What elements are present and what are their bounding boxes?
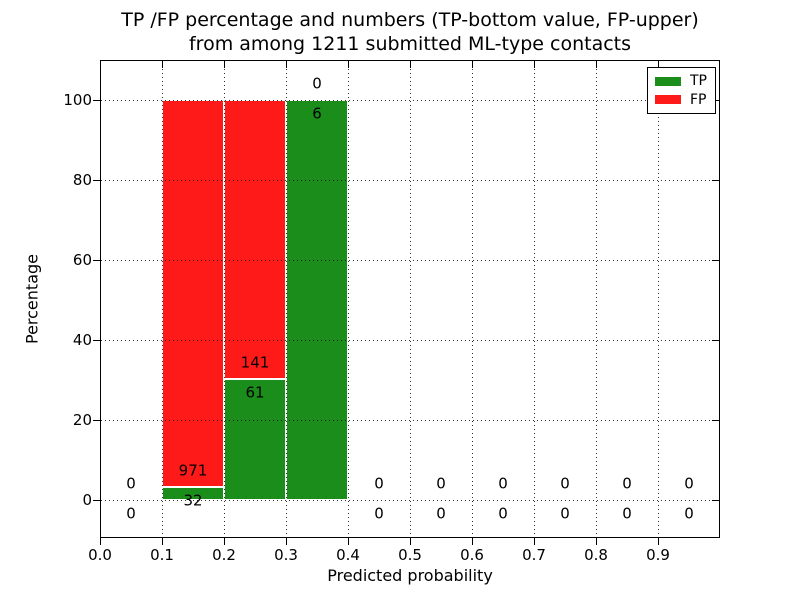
grid-line-vertical [472,61,473,537]
tp-count-label: 61 [245,383,265,402]
x-tick-mark [161,538,163,545]
legend-entry: FP [655,93,708,107]
x-tick-mark-top [347,61,349,68]
x-tick-label: 0.3 [274,546,298,564]
x-tick-mark [595,538,597,545]
grid-line-vertical [534,61,535,537]
bar-segment-fp [162,100,224,488]
grid-line-vertical [286,61,287,537]
tp-count-label: 0 [622,504,632,523]
x-tick-label: 0.8 [584,546,608,564]
x-tick-mark-top [285,61,287,68]
y-tick-mark [93,419,100,421]
legend-label: FP [690,91,707,108]
x-tick-label: 0.2 [212,546,236,564]
x-tick-mark-top [223,61,225,68]
fp-count-label: 141 [240,353,270,372]
bar-segment-fp [224,100,286,380]
y-tick-label: 0 [82,491,92,509]
x-tick-label: 0.7 [522,546,546,564]
y-tick-mark-right [712,499,719,501]
tp-count-label: 32 [183,491,203,510]
x-tick-mark [657,538,659,545]
chart-title: TP /FP percentage and numbers (TP-bottom… [121,9,699,55]
legend-entry: TP [655,74,708,88]
tp-count-label: 0 [684,504,694,523]
y-tick-label: 80 [72,171,92,189]
x-axis-label: Predicted probability [327,566,493,585]
x-tick-mark-top [161,61,163,68]
grid-line-vertical [658,61,659,537]
tp-count-label: 6 [312,104,322,123]
grid-line-vertical [410,61,411,537]
x-tick-mark-top [99,61,101,68]
grid-line-vertical [348,61,349,537]
grid-line-vertical [596,61,597,537]
legend-label: TP [690,73,707,90]
fp-count-label: 971 [178,461,208,480]
y-tick-label: 60 [72,251,92,269]
x-tick-label: 0.0 [88,546,112,564]
x-tick-mark [223,538,225,545]
fp-count-label: 0 [560,474,570,493]
x-tick-label: 0.9 [646,546,670,564]
y-tick-mark [93,179,100,181]
y-tick-label: 100 [63,91,92,109]
y-tick-label: 40 [72,331,92,349]
tp-count-label: 0 [436,504,446,523]
bar-segment-tp [224,379,286,500]
tp-count-label: 0 [126,504,136,523]
fp-count-label: 0 [622,474,632,493]
tp-count-label: 0 [498,504,508,523]
fp-count-label: 0 [498,474,508,493]
y-tick-mark-right [712,339,719,341]
y-tick-mark-right [712,419,719,421]
x-tick-mark-top [471,61,473,68]
x-tick-mark [409,538,411,545]
tp-count-label: 0 [374,504,384,523]
y-tick-label: 20 [72,411,92,429]
x-tick-mark-top [595,61,597,68]
grid-line-vertical [162,61,163,537]
x-tick-mark-top [533,61,535,68]
bar-segment-tp [286,100,348,500]
y-tick-mark [93,339,100,341]
legend: TP FP [647,67,716,114]
y-tick-mark [93,499,100,501]
fp-count-label: 0 [436,474,446,493]
tp-count-label: 0 [560,504,570,523]
y-tick-mark-right [712,259,719,261]
x-tick-mark [285,538,287,545]
y-tick-mark [93,259,100,261]
legend-swatch-fp [655,95,681,105]
fp-count-label: 0 [374,474,384,493]
x-tick-label: 0.6 [460,546,484,564]
x-tick-mark-top [409,61,411,68]
grid-line-vertical [224,61,225,537]
fp-count-label: 0 [684,474,694,493]
x-tick-label: 0.1 [150,546,174,564]
x-tick-label: 0.4 [336,546,360,564]
x-tick-mark [471,538,473,545]
x-tick-mark [533,538,535,545]
x-tick-mark [99,538,101,545]
fp-count-label: 0 [126,474,136,493]
legend-swatch-tp [655,76,681,86]
y-tick-mark-right [712,179,719,181]
fp-count-label: 0 [312,74,322,93]
y-tick-mark [93,99,100,101]
x-tick-mark [347,538,349,545]
x-tick-label: 0.5 [398,546,422,564]
x-tick-mark-top [657,61,659,68]
